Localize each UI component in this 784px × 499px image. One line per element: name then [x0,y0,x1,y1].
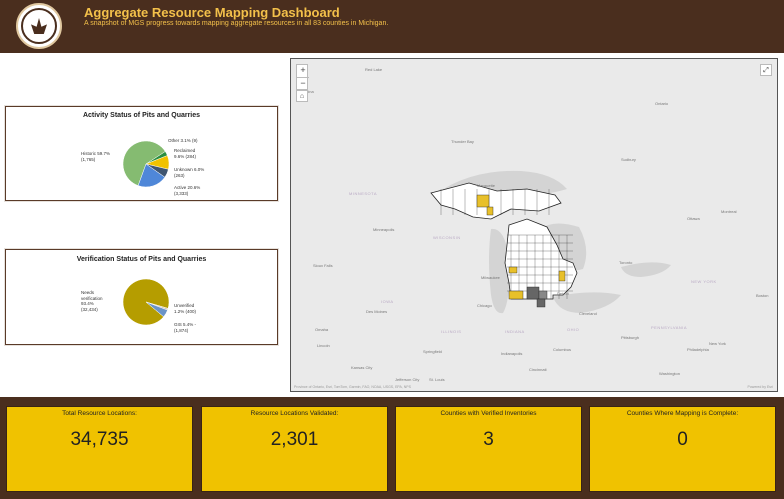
activity-label-historic: Historic 59.7% (1,765) [81,151,110,162]
pie-slice-gis[interactable] [145,301,168,318]
pie-slice-historic[interactable] [122,140,166,186]
map-state-label: OHIO [567,327,580,332]
verification-label-needs: Needs verification 93.4% (32,434) [81,290,103,312]
logo-emblem-icon [31,18,47,34]
active-pct: Active 20.6% [174,185,201,190]
map-place-label: Ontario [655,101,669,106]
map-state-label: PENNSYLVANIA [651,325,688,330]
map-state-label: ILLINOIS [441,329,462,334]
zoom-out-button[interactable]: − [297,77,309,89]
map-place-label: Milwaukee [481,275,500,280]
kpi-counties-mapping-complete: Counties Where Mapping is Complete: 0 [589,406,776,492]
reclaimed-name: Reclaimed [174,148,196,153]
pie-slice-active[interactable] [137,163,166,188]
map-state-label: INDIANA [505,329,525,334]
kpi-value: 34,735 [70,429,129,450]
map-place-label: New York [709,341,726,346]
map-place-label: Cleveland [579,311,597,316]
map-state-label: MINNESOTA [349,191,377,196]
reclaimed-pct: 9.6% (284) [174,153,197,159]
map-place-label: Columbus [553,347,572,352]
gis-count: (1,874) [174,327,189,333]
home-button[interactable]: ⌂ [296,90,308,102]
activity-status-panel: Activity Status of Pits and Quarries His… [5,106,278,201]
logo-ring [21,8,57,44]
kpi-label: Counties Where Mapping is Complete: [626,410,739,417]
verification-label-unverified: Unverified 1.2% (400) [174,303,196,314]
activity-label-other: Other 3.1% (9) [168,138,198,144]
map-place-label: Springfield [423,349,442,354]
map-place-label: Pittsburgh [621,335,640,340]
kpi-total-resource-locations: Total Resource Locations: 34,735 [6,406,193,492]
map-place-label: Red Lake [365,67,383,72]
verification-pie-chart[interactable] [6,250,279,346]
kpi-value: 2,301 [270,429,319,450]
kpi-value: 3 [483,429,494,450]
map-place-label: Ottawa [687,216,700,221]
map-place-label: Lincoln [317,343,330,348]
kpi-counties-verified-inventories: Counties with Verified Inventories 3 [395,406,582,492]
activity-pie-chart[interactable] [6,107,279,202]
zoom-in-button[interactable]: + [300,65,306,75]
map-place-label: Detroit [557,291,569,296]
kpi-value: 0 [677,429,688,450]
unknown-count: (263) [174,172,185,178]
needs-name-2: verification [81,295,103,301]
activity-label-unknown: Unknown 6.0% (263) [174,167,204,178]
historic-count: (1,765) [81,156,96,162]
verification-status-panel: Verification Status of Pits and Quarries… [5,249,278,345]
zoom-controls: + − [296,64,309,90]
map-state-label: WISCONSIN [433,235,461,240]
map-place-label: Cincinnati [529,367,547,372]
kpi-row: Total Resource Locations: 34,735 Resourc… [0,397,784,499]
map-place-label: Washington [659,371,680,376]
map-place-label: Boston [756,293,769,298]
map-place-label: Omaha [315,327,329,332]
michigan-map[interactable]: Red Lake Regina Ontario Thunder Bay Sudb… [290,58,778,392]
mgs-logo [16,3,62,49]
map-attribution: Province of Ontario, Esri, TomTom, Garmi… [294,385,411,389]
map-place-label: Sudbury [621,157,636,162]
map-state-label: NEW YORK [691,279,717,284]
map-place-label: Minneapolis [373,227,395,232]
map-place-label: Sioux Falls [313,263,333,268]
fullscreen-button[interactable]: ⤢ [760,64,772,76]
map-place-label: Philadelphia [687,347,709,352]
unknown-pct: Unknown 6.0% [174,167,205,172]
map-place-label: Toronto [619,260,633,265]
kpi-resource-locations-validated: Resource Locations Validated: 2,301 [201,406,388,492]
map-place-label: Indianapolis [501,351,523,356]
dashboard-title: Aggregate Resource Mapping Dashboard [84,5,340,20]
unverified-name: Unverified [174,303,195,308]
map-place-label: St. Louis [429,377,445,382]
kpi-label: Resource Locations Validated: [250,410,339,417]
verification-chart-title: Verification Status of Pits and Quarries [76,256,207,263]
activity-label-active: Active 20.6% (3,333) [174,185,200,196]
map-place-label: Chicago [477,303,492,308]
dashboard-subtitle: A snapshot of MGS progress towards mappi… [84,20,389,27]
kpi-label: Counties with Verified Inventories [440,410,537,417]
map-place-label: Montreal [721,209,737,214]
historic-pct: Historic 59.7% [81,151,111,156]
needs-pct: 93.4% [81,301,94,306]
map-place-label: Kansas City [351,365,373,370]
map-place-label: Thunder Bay [451,139,474,144]
needs-count: (32,434) [81,306,98,312]
map-place-label: Des Moines [366,309,388,314]
map-basemap [430,170,671,314]
esri-attribution[interactable]: Powered by Esri [747,385,773,389]
activity-label-reclaimed: Reclaimed 9.6% (284) [174,148,196,159]
map-state-label: IOWA [381,299,394,304]
kpi-label: Total Resource Locations: [62,410,137,417]
activity-chart-title: Activity Status of Pits and Quarries [82,112,201,119]
dashboard-header: Aggregate Resource Mapping Dashboard A s… [0,0,784,53]
gis-pct: GIS 5.4% - [174,322,197,327]
other-pct: Other 3.1% (9) [168,138,198,143]
verification-label-gis: GIS 5.4% - (1,874) [174,322,196,333]
map-place-label: Jefferson City [395,377,420,382]
active-count: (3,333) [174,190,189,196]
map-place-label: Marquette [477,183,496,188]
unverified-pct: 1.2% (400) [174,308,197,314]
needs-name: Needs [81,290,95,295]
